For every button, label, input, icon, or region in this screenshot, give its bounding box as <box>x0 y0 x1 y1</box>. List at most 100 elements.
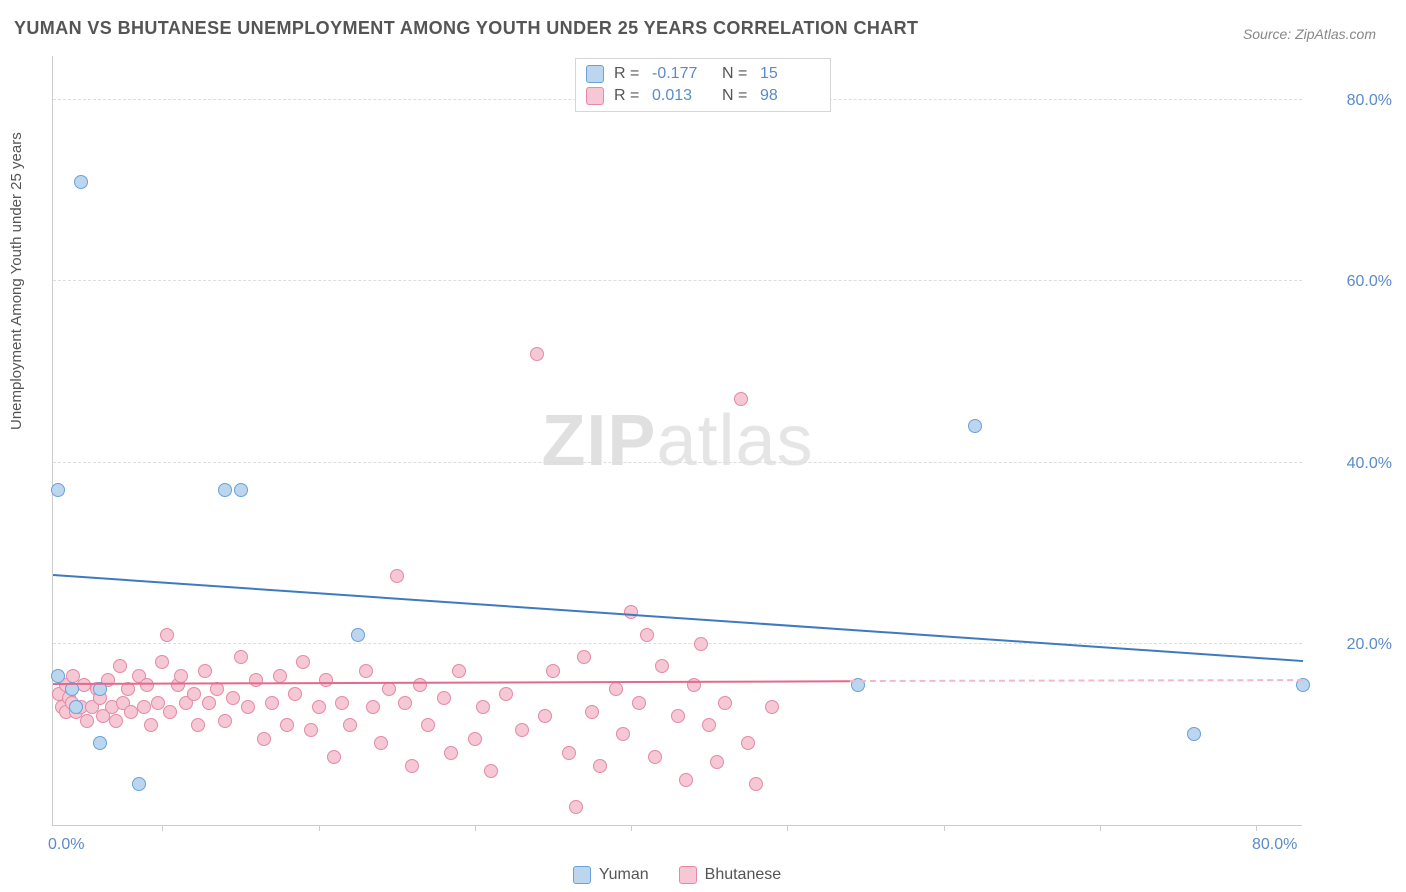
gridline <box>53 462 1302 463</box>
data-point-bhutanese <box>585 705 599 719</box>
data-point-bhutanese <box>160 628 174 642</box>
x-tick <box>944 825 945 831</box>
r-label: R = <box>614 87 642 105</box>
data-point-bhutanese <box>202 696 216 710</box>
data-point-bhutanese <box>749 777 763 791</box>
data-point-bhutanese <box>546 664 560 678</box>
x-axis-label: 0.0% <box>48 836 84 854</box>
data-point-bhutanese <box>687 678 701 692</box>
data-point-bhutanese <box>413 678 427 692</box>
data-point-bhutanese <box>624 605 638 619</box>
data-point-bhutanese <box>679 773 693 787</box>
y-tick-label: 20.0% <box>1347 636 1392 654</box>
data-point-bhutanese <box>484 764 498 778</box>
r-label: R = <box>614 65 642 83</box>
data-point-bhutanese <box>437 691 451 705</box>
data-point-bhutanese <box>265 696 279 710</box>
data-point-yuman <box>1187 727 1201 741</box>
data-point-bhutanese <box>710 755 724 769</box>
data-point-bhutanese <box>577 650 591 664</box>
swatch-yuman <box>586 65 604 83</box>
data-point-bhutanese <box>593 759 607 773</box>
data-point-bhutanese <box>655 659 669 673</box>
trend-line <box>53 574 1303 662</box>
data-point-bhutanese <box>734 392 748 406</box>
data-point-bhutanese <box>198 664 212 678</box>
x-tick <box>787 825 788 831</box>
data-point-bhutanese <box>218 714 232 728</box>
data-point-bhutanese <box>144 718 158 732</box>
data-point-bhutanese <box>444 746 458 760</box>
y-tick-label: 40.0% <box>1347 455 1392 473</box>
gridline <box>53 280 1302 281</box>
data-point-yuman <box>968 419 982 433</box>
data-point-bhutanese <box>609 682 623 696</box>
data-point-bhutanese <box>616 727 630 741</box>
data-point-bhutanese <box>468 732 482 746</box>
data-point-bhutanese <box>741 736 755 750</box>
data-point-bhutanese <box>421 718 435 732</box>
data-point-bhutanese <box>515 723 529 737</box>
data-point-bhutanese <box>765 700 779 714</box>
data-point-bhutanese <box>234 650 248 664</box>
data-point-bhutanese <box>241 700 255 714</box>
data-point-bhutanese <box>530 347 544 361</box>
data-point-bhutanese <box>671 709 685 723</box>
data-point-bhutanese <box>335 696 349 710</box>
data-point-yuman <box>351 628 365 642</box>
data-point-bhutanese <box>109 714 123 728</box>
data-point-yuman <box>132 777 146 791</box>
series-legend: Yuman Bhutanese <box>52 866 1302 884</box>
data-point-bhutanese <box>390 569 404 583</box>
data-point-yuman <box>51 483 65 497</box>
data-point-bhutanese <box>273 669 287 683</box>
data-point-bhutanese <box>499 687 513 701</box>
x-tick <box>1256 825 1257 831</box>
data-point-bhutanese <box>155 655 169 669</box>
x-tick <box>319 825 320 831</box>
r-value-yuman: -0.177 <box>652 65 712 83</box>
legend-label-yuman: Yuman <box>599 866 649 884</box>
n-label: N = <box>722 65 750 83</box>
data-point-bhutanese <box>562 746 576 760</box>
data-point-bhutanese <box>405 759 419 773</box>
data-point-bhutanese <box>226 691 240 705</box>
data-point-bhutanese <box>538 709 552 723</box>
data-point-bhutanese <box>304 723 318 737</box>
y-tick-label: 80.0% <box>1347 92 1392 110</box>
data-point-bhutanese <box>569 800 583 814</box>
data-point-yuman <box>93 736 107 750</box>
legend-row-yuman: R = -0.177 N = 15 <box>586 63 820 85</box>
data-point-bhutanese <box>191 718 205 732</box>
data-point-bhutanese <box>319 673 333 687</box>
data-point-bhutanese <box>648 750 662 764</box>
legend-item-yuman: Yuman <box>573 866 649 884</box>
data-point-bhutanese <box>452 664 466 678</box>
data-point-bhutanese <box>327 750 341 764</box>
data-point-bhutanese <box>398 696 412 710</box>
plot-area: ZIPatlas <box>52 56 1302 826</box>
n-value-yuman: 15 <box>760 65 820 83</box>
data-point-bhutanese <box>718 696 732 710</box>
legend-label-bhutanese: Bhutanese <box>705 866 782 884</box>
data-point-bhutanese <box>257 732 271 746</box>
data-point-bhutanese <box>702 718 716 732</box>
x-tick <box>1100 825 1101 831</box>
data-point-bhutanese <box>694 637 708 651</box>
chart-container: YUMAN VS BHUTANESE UNEMPLOYMENT AMONG YO… <box>0 0 1406 892</box>
data-point-bhutanese <box>366 700 380 714</box>
data-point-bhutanese <box>288 687 302 701</box>
x-tick <box>631 825 632 831</box>
swatch-bhutanese-icon <box>679 866 697 884</box>
x-axis-label: 80.0% <box>1252 836 1297 854</box>
data-point-bhutanese <box>476 700 490 714</box>
source-label: Source: ZipAtlas.com <box>1243 26 1376 42</box>
data-point-yuman <box>218 483 232 497</box>
correlation-legend: R = -0.177 N = 15 R = 0.013 N = 98 <box>575 58 831 112</box>
data-point-bhutanese <box>113 659 127 673</box>
data-point-bhutanese <box>137 700 151 714</box>
legend-item-bhutanese: Bhutanese <box>679 866 782 884</box>
data-point-bhutanese <box>163 705 177 719</box>
swatch-yuman-icon <box>573 866 591 884</box>
data-point-bhutanese <box>312 700 326 714</box>
